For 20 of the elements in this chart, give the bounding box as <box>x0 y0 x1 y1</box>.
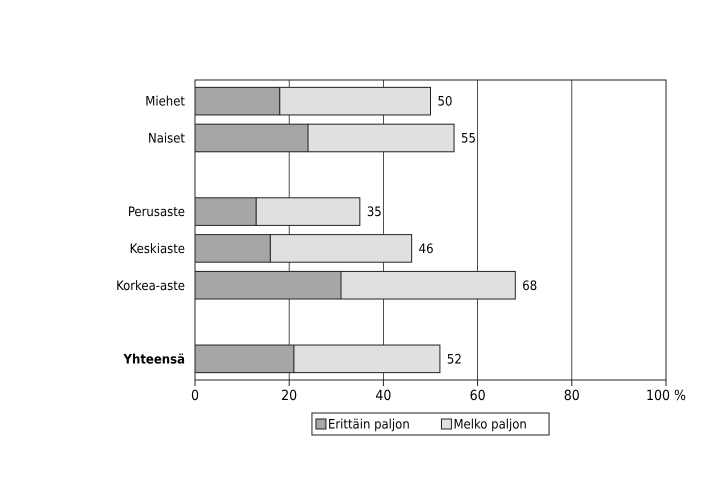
legend-label: Erittäin paljon <box>328 418 410 433</box>
x-tick-label: 60 <box>470 388 486 404</box>
y-tick-label: Korkea-aste <box>116 278 185 294</box>
y-tick-label: Naiset <box>148 132 186 147</box>
x-tick-label: 20 <box>281 388 298 404</box>
total-label: 55 <box>461 132 476 147</box>
x-tick-label: 0 <box>190 388 200 404</box>
total-label: 68 <box>522 278 538 294</box>
total-label: 35 <box>366 205 382 220</box>
total-label: 52 <box>446 352 462 368</box>
total-label: 50 <box>438 94 452 110</box>
legend-label: Melko paljon <box>453 418 527 433</box>
x-tick-label: 40 <box>375 388 392 404</box>
y-tick-label: Perusaste <box>128 205 185 220</box>
y-tick-label: Miehet <box>145 94 186 110</box>
x-tick-label: 80 <box>564 388 580 404</box>
total-label: 46 <box>418 242 434 257</box>
x-tick-label: 100 % <box>646 388 686 404</box>
y-tick-label: Keskiaste <box>130 242 185 257</box>
y-tick-label: Yhteensä <box>122 352 185 368</box>
